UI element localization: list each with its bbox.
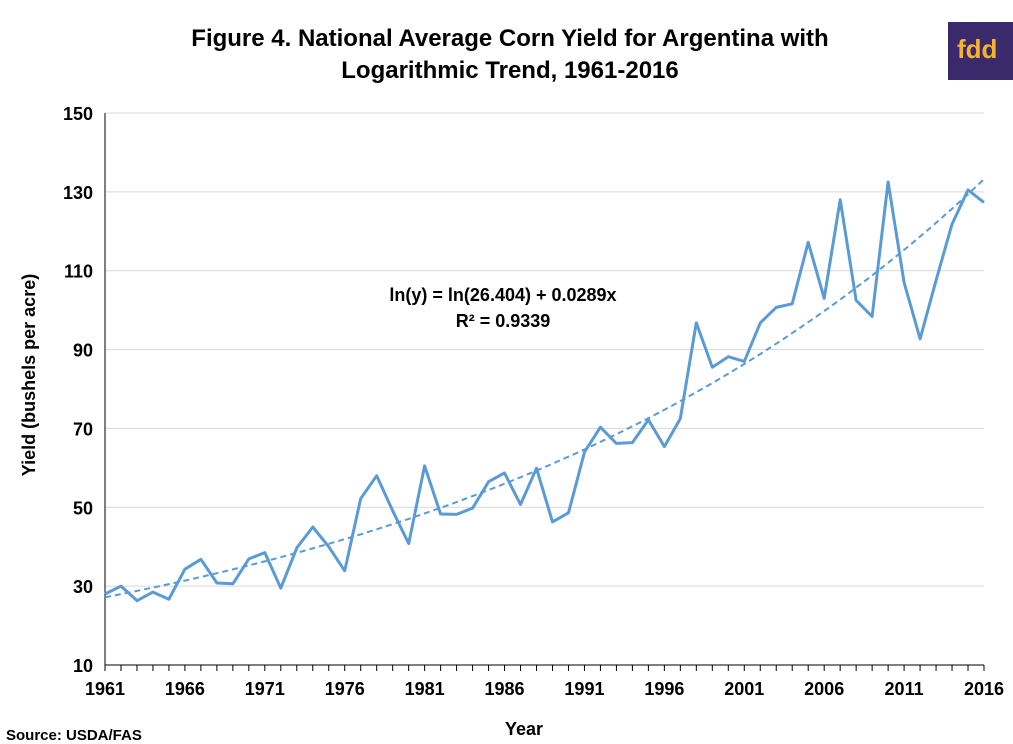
chart-title-line-2: Logarithmic Trend, 1961-2016 [341,57,678,84]
logo-text: fdd [957,34,997,64]
y-tick-label: 10 [73,656,93,676]
y-tick-label: 150 [63,104,93,124]
x-tick-label: 1976 [325,679,365,699]
x-tick-label: 2016 [964,679,1004,699]
fdd-logo: fdd [948,22,1013,80]
x-tick-label: 1986 [485,679,525,699]
y-axis-title: Yield (bushels per acre) [19,274,39,476]
y-tick-label: 130 [63,183,93,203]
x-tick-label: 1981 [405,679,445,699]
y-tick-label: 30 [73,577,93,597]
series [104,178,985,603]
x-tick-label: 1996 [644,679,684,699]
y-axis-ticks: 10 30 50 70 90 110 130 150 [63,104,93,676]
gridlines [105,112,984,587]
series-line-trend [104,178,985,599]
y-tick-label: 110 [64,262,93,282]
x-tick-label: 2011 [885,679,924,699]
x-axis-ticks: 1961 1966 1971 1976 1981 1986 1991 1996 2001 2006… [85,679,1004,699]
trend-equation: ln(y) = ln(26.404) + 0.0289x [389,285,616,305]
y-tick-label: 70 [73,419,93,439]
r-squared: R² = 0.9339 [456,311,551,331]
source-note: Source: USDA/FAS [6,727,142,744]
x-tick-label: 2006 [804,679,844,699]
x-tick-label: 1971 [245,679,285,699]
x-tick-label: 2001 [724,679,764,699]
y-tick-label: 50 [73,498,93,518]
series-line-yield [104,180,985,603]
x-axis-title: Year [505,719,543,739]
axes [104,113,985,671]
x-tick-label: 1961 [85,679,125,699]
chart-title-line-1: Figure 4. National Average Corn Yield fo… [191,25,828,52]
logo-background [948,22,1013,80]
x-tick-label: 1966 [165,679,205,699]
x-tick-label: 1991 [564,679,604,699]
y-tick-label: 90 [73,341,93,361]
